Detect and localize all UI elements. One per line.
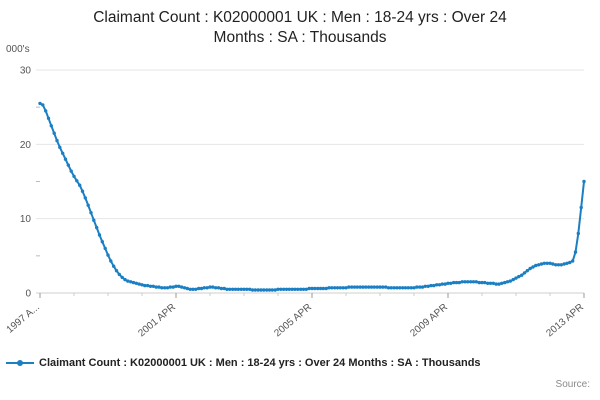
svg-text:30: 30 <box>20 66 32 77</box>
svg-text:2009 APR: 2009 APR <box>408 302 450 339</box>
legend-line-marker-icon <box>6 360 34 366</box>
svg-text:2001 APR: 2001 APR <box>136 302 178 339</box>
legend-label: Claimant Count : K02000001 UK : Men : 18… <box>39 357 481 369</box>
legend-item[interactable]: Claimant Count : K02000001 UK : Men : 18… <box>6 357 598 369</box>
source-label: Source: <box>555 379 590 390</box>
y-axis-unit-label: 000's <box>6 44 30 55</box>
chart-title: Claimant Count : K02000001 UK : Men : 18… <box>93 9 507 47</box>
svg-text:2005 APR: 2005 APR <box>272 302 314 339</box>
svg-text:10: 10 <box>20 214 32 225</box>
svg-text:0: 0 <box>25 289 31 300</box>
svg-text:2013 APR: 2013 APR <box>544 302 586 339</box>
svg-text:20: 20 <box>20 140 32 151</box>
svg-text:1997 A...: 1997 A... <box>5 302 42 336</box>
plot-area[interactable]: 0 10 20 30 1997 A... 2001 APR 2005 APR 2009 APR… <box>0 52 600 352</box>
